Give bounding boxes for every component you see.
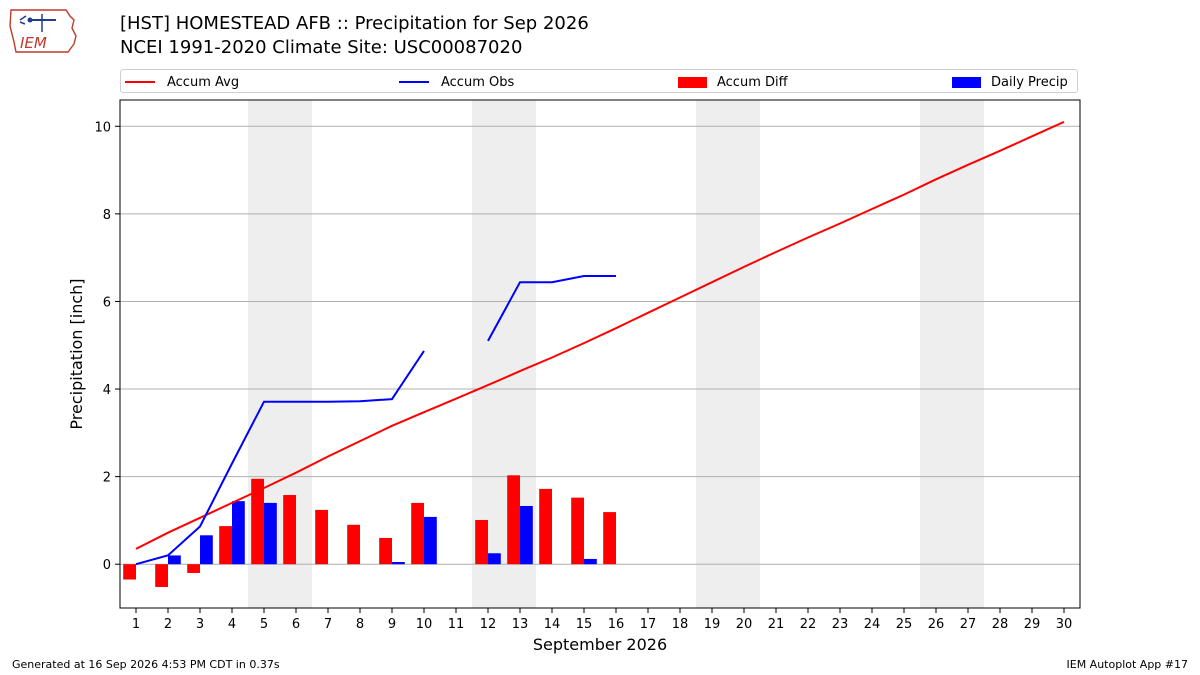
y-tick-label: 2 [103,471,111,486]
daily-precip-bar [264,502,277,565]
x-tick-label: 30 [1056,617,1073,632]
x-tick-label: 12 [480,617,497,632]
iem-logo: IEM [9,9,77,53]
legend-label: Daily Precip [991,74,1068,90]
y-tick-label: 10 [94,120,111,135]
footer-generated: Generated at 16 Sep 2026 4:53 PM CDT in … [12,658,280,671]
legend-label: Accum Obs [441,74,515,90]
y-tick-label: 6 [103,295,111,310]
y-axis-label: Precipitation [inch] [67,278,86,429]
x-tick-label: 25 [896,617,913,632]
x-tick-label: 23 [832,617,849,632]
grid-lines [120,125,1080,565]
x-axis-ticks: 1 2 3 4 5 6 7 8 9 10 11 12 13 14 15 16 17 18 19 20 21 22 23 24 2… [132,608,1072,632]
accum-avg-line [135,120,1065,550]
x-tick-label: 10 [416,617,433,632]
accum-obs-line [135,275,616,566]
y-tick-label: 0 [103,558,111,573]
x-tick-label: 13 [512,617,529,632]
x-tick-label: 3 [196,617,204,632]
daily-precip-bar [488,553,501,565]
x-tick-label: 14 [544,617,561,632]
legend-label: Accum Avg [167,74,240,90]
x-tick-label: 24 [864,617,881,632]
chart-title: [HST] HOMESTEAD AFB :: Precipitation for… [120,13,589,34]
x-tick-label: 19 [704,617,721,632]
weekend-band [920,100,984,608]
accum-diff-bar [475,519,488,565]
logo-text: IEM [20,34,47,52]
accum-diff-bar [283,495,296,565]
legend-patch-red [678,76,707,88]
x-tick-label: 11 [448,617,465,632]
bar-series [123,475,616,587]
x-tick-label: 22 [800,617,817,632]
accum-diff-bar [539,488,552,565]
accum-diff-bar [347,524,360,565]
y-tick-label: 4 [103,383,111,398]
iowa-outline-icon [9,9,77,53]
weekend-band [696,100,760,608]
x-tick-label: 18 [672,617,689,632]
legend-item-accum-obs: Accum Obs [399,72,514,92]
legend-item-accum-diff: Accum Diff [678,72,788,92]
y-axis-ticks: 0 2 4 6 8 10 [94,120,120,573]
x-tick-label: 15 [576,617,593,632]
x-tick-label: 2 [164,617,172,632]
x-tick-label: 7 [324,617,332,632]
x-tick-label: 16 [608,617,625,632]
x-tick-label: 9 [388,617,396,632]
accum-diff-bar [603,512,616,565]
legend-line-blue [399,81,429,83]
legend-patch-blue [952,76,981,88]
daily-precip-bar [392,562,405,565]
daily-precip-bar [232,501,245,565]
legend-label: Accum Diff [717,74,788,90]
legend-line-red [125,81,155,83]
accum-diff-bar [219,526,232,565]
chart-subtitle: NCEI 1991-2020 Climate Site: USC00087020 [120,37,523,58]
footer-app: IEM Autoplot App #17 [1066,658,1189,671]
x-tick-label: 20 [736,617,753,632]
daily-precip-bar [520,505,533,565]
daily-precip-bar [584,558,597,565]
legend: Accum Avg Accum Obs Accum Diff Daily Pre… [120,69,1078,93]
axes-frame [119,99,1081,609]
accum-diff-bar [123,564,136,580]
accum-diff-bar [251,478,264,565]
daily-precip-bar [200,535,213,565]
y-tick-label: 8 [103,208,111,223]
accum-diff-bar [411,502,424,565]
accum-diff-bar [571,497,584,565]
x-tick-label: 28 [992,617,1009,632]
accum-diff-bar [507,475,520,565]
x-tick-label: 8 [356,617,364,632]
accum-diff-bar [315,509,328,565]
line-series [135,120,1065,566]
x-tick-label: 5 [260,617,268,632]
accum-diff-bar [379,537,392,565]
daily-precip-bar [168,555,181,565]
x-tick-label: 29 [1024,617,1041,632]
x-tick-label: 26 [928,617,945,632]
x-axis-label: September 2026 [533,635,667,654]
x-tick-label: 6 [292,617,300,632]
legend-item-daily-precip: Daily Precip [952,72,1068,92]
daily-precip-bar [424,516,437,565]
x-tick-label: 21 [768,617,785,632]
x-tick-label: 27 [960,617,977,632]
accum-diff-bar [187,564,200,573]
legend-item-accum-avg: Accum Avg [125,72,239,92]
x-tick-label: 4 [228,617,236,632]
x-tick-label: 17 [640,617,657,632]
x-tick-label: 1 [132,617,140,632]
accum-diff-bar [155,564,168,587]
